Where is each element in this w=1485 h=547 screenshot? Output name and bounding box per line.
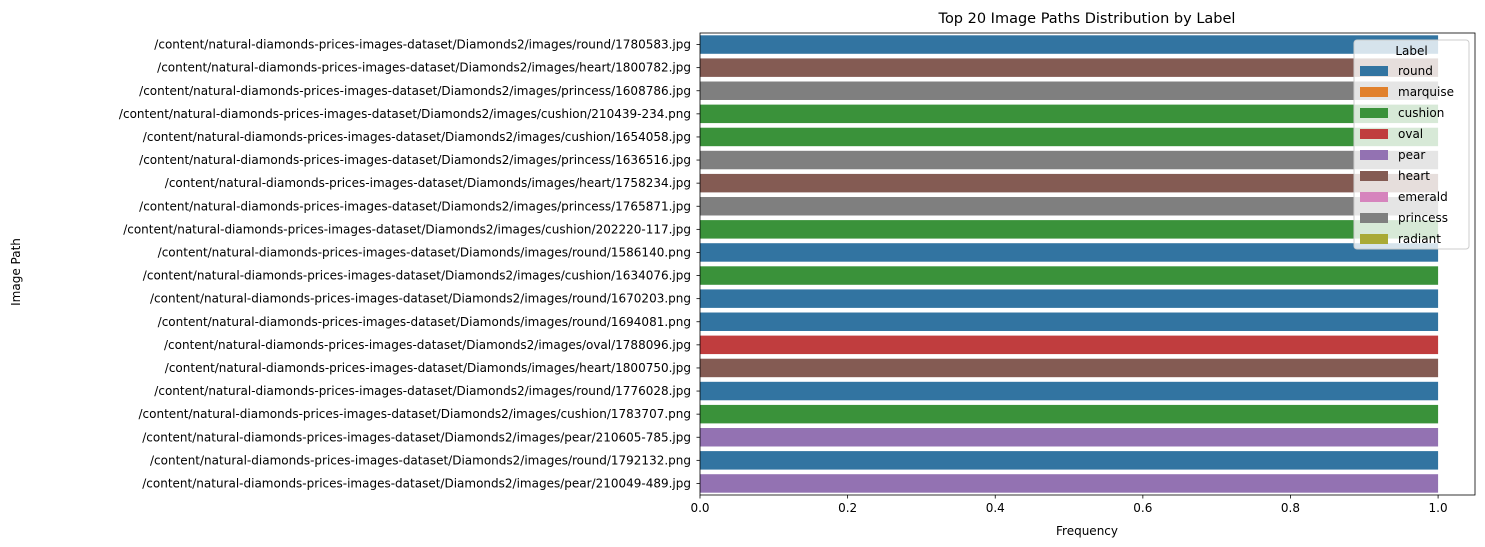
- bar: [700, 243, 1439, 262]
- legend-entry-label: pear: [1398, 148, 1425, 162]
- y-tick-label: /content/natural-diamonds-prices-images-…: [143, 130, 691, 144]
- y-axis-title: Image Path: [9, 238, 23, 306]
- legend-swatch: [1360, 66, 1388, 76]
- legend-entry-label: princess: [1398, 211, 1448, 225]
- legend-title: Label: [1395, 44, 1427, 58]
- bar: [700, 335, 1439, 355]
- x-tick-label: 0.4: [986, 501, 1005, 515]
- y-tick-label: /content/natural-diamonds-prices-images-…: [150, 292, 691, 306]
- bar: [700, 404, 1439, 424]
- y-tick-label: /content/natural-diamonds-prices-images-…: [158, 315, 691, 329]
- y-tick-label: /content/natural-diamonds-prices-images-…: [119, 107, 691, 121]
- legend-entry-label: marquise: [1398, 85, 1454, 99]
- y-tick-label: /content/natural-diamonds-prices-images-…: [165, 361, 691, 375]
- x-tick-label: 0.0: [690, 501, 709, 515]
- legend-swatch: [1360, 129, 1388, 139]
- bar: [700, 81, 1439, 100]
- bar: [700, 358, 1439, 378]
- y-tick-label: /content/natural-diamonds-prices-images-…: [158, 245, 691, 259]
- x-axis-title: Frequency: [1056, 524, 1118, 538]
- y-tick-label: /content/natural-diamonds-prices-images-…: [143, 269, 691, 283]
- y-tick-label: /content/natural-diamonds-prices-images-…: [150, 453, 691, 467]
- y-tick-label: /content/natural-diamonds-prices-images-…: [123, 222, 691, 236]
- legend-swatch: [1360, 150, 1388, 160]
- legend-swatch: [1360, 234, 1388, 244]
- legend-swatch: [1360, 171, 1388, 181]
- legend-entry-label: cushion: [1398, 106, 1444, 120]
- y-tick-label: /content/natural-diamonds-prices-images-…: [164, 338, 691, 352]
- legend-entry-label: round: [1398, 64, 1433, 78]
- chart-title: Top 20 Image Paths Distribution by Label: [938, 11, 1236, 27]
- bar: [700, 474, 1439, 493]
- plot-frame: [699, 32, 1476, 496]
- y-tick-label: /content/natural-diamonds-prices-images-…: [142, 430, 691, 444]
- bars-layer: [700, 35, 1439, 493]
- legend-swatch: [1360, 213, 1388, 223]
- legend-items: round marquise cushion oval pear heart emerald…: [1360, 64, 1454, 246]
- bar: [700, 266, 1439, 285]
- legend-swatch: [1360, 87, 1388, 97]
- bar: [700, 58, 1439, 77]
- y-tick-label: /content/natural-diamonds-prices-images-…: [154, 384, 691, 398]
- legend-entry-label: emerald: [1398, 190, 1448, 204]
- bar: [700, 104, 1439, 124]
- y-tick-label: /content/natural-diamonds-prices-images-…: [139, 153, 691, 167]
- legend-entry-label: radiant: [1398, 232, 1441, 246]
- bar: [700, 312, 1439, 331]
- x-tick-label: 0.6: [1133, 501, 1152, 515]
- bar: [700, 381, 1439, 401]
- bar: [700, 173, 1439, 193]
- bar: [700, 127, 1439, 147]
- y-tick-label: /content/natural-diamonds-prices-images-…: [139, 84, 691, 98]
- bar: [700, 289, 1439, 308]
- bar: [700, 35, 1439, 54]
- y-tick-label: /content/natural-diamonds-prices-images-…: [139, 199, 691, 213]
- bar: [700, 451, 1439, 470]
- bar: [700, 428, 1439, 447]
- bar: [700, 220, 1439, 239]
- y-tick-label: /content/natural-diamonds-prices-images-…: [157, 61, 691, 75]
- x-tick-label: 0.2: [838, 501, 857, 515]
- x-tick-labels: 0.0 0.2 0.4 0.6 0.8 1.0: [690, 495, 1448, 515]
- bar: [700, 197, 1439, 216]
- legend-entry-label: oval: [1398, 127, 1423, 141]
- y-tick-label: /content/natural-diamonds-prices-images-…: [139, 407, 691, 421]
- y-tick-label: /content/natural-diamonds-prices-images-…: [154, 38, 691, 52]
- legend-swatch: [1360, 108, 1388, 118]
- y-tick-label: /content/natural-diamonds-prices-images-…: [142, 476, 691, 490]
- x-tick-label: 1.0: [1429, 501, 1448, 515]
- y-tick-labels: /content/natural-diamonds-prices-images-…: [119, 38, 700, 490]
- bar: [700, 150, 1439, 170]
- legend-entry-label: heart: [1398, 169, 1430, 183]
- legend: Label round marquise cushion oval pear heart e…: [1353, 39, 1470, 250]
- x-tick-label: 0.8: [1281, 501, 1300, 515]
- y-tick-label: /content/natural-diamonds-prices-images-…: [165, 176, 691, 190]
- legend-swatch: [1360, 192, 1388, 202]
